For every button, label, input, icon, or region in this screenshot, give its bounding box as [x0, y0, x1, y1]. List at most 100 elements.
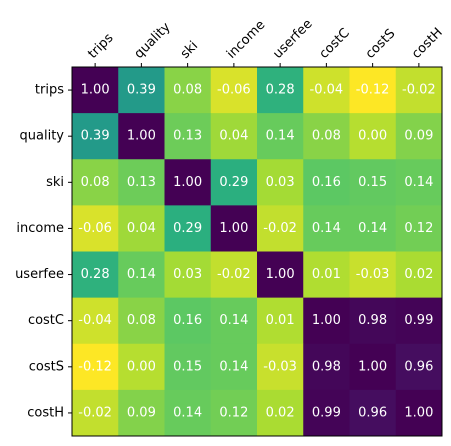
heatmap-cell-ski-costS [349, 159, 397, 206]
heatmap-cell-costC-trips [72, 297, 119, 345]
y-tick-label-costS: costS [29, 359, 64, 374]
plot-frame [71, 66, 443, 437]
heatmap-value-trips-trips: 1.00 [81, 83, 110, 98]
heatmap-value-costC-userfee: 0.01 [266, 313, 295, 328]
heatmap-value-userfee-quality: 0.14 [127, 267, 156, 282]
heatmap-cell-costH-userfee [257, 389, 304, 437]
heatmap-value-income-quality: 0.04 [127, 221, 156, 236]
heatmap-cell-costS-userfee [257, 343, 304, 391]
heatmap-cell-ski-costH [395, 159, 443, 206]
heatmap-value-quality-trips: 0.39 [81, 129, 110, 144]
heatmap-value-income-income: 1.00 [219, 221, 248, 236]
heatmap-value-userfee-userfee: 1.00 [266, 267, 295, 282]
heatmap-cell-trips-ski [164, 67, 212, 114]
heatmap-cell-costC-costS [349, 297, 397, 345]
heatmap-value-costS-ski: 0.15 [173, 359, 202, 374]
heatmap-cell-income-trips [72, 205, 119, 252]
heatmap-value-costH-costS: 0.96 [358, 405, 387, 420]
heatmap-cell-quality-income [210, 113, 258, 160]
heatmap-cell-costH-quality [118, 389, 165, 437]
heatmap-value-costC-costS: 0.98 [358, 313, 387, 328]
heatmap-value-userfee-costS: -0.03 [356, 267, 390, 282]
heatmap-value-trips-costH: -0.02 [402, 83, 436, 98]
heatmap-cell-costS-quality [118, 343, 165, 391]
heatmap-cell-userfee-costH [395, 251, 443, 299]
heatmap-cell-trips-costC [303, 67, 350, 114]
heatmap-value-income-costS: 0.14 [358, 221, 387, 236]
heatmap-value-income-ski: 0.29 [173, 221, 202, 236]
heatmap-value-ski-income: 0.29 [219, 175, 248, 190]
heatmap-cell-ski-quality [118, 159, 165, 206]
heatmap-value-costH-ski: 0.14 [173, 405, 202, 420]
heatmap-cell-income-income [210, 205, 258, 252]
heatmap-cell-costS-costH [395, 343, 443, 391]
heatmap-value-costS-userfee: -0.03 [263, 359, 297, 374]
heatmap-value-userfee-costC: 0.01 [312, 267, 341, 282]
heatmap-value-trips-ski: 0.08 [173, 83, 202, 98]
heatmap-value-costS-costC: 0.98 [312, 359, 341, 374]
heatmap-value-trips-costC: -0.04 [310, 83, 344, 98]
heatmap-value-income-costH: 0.12 [404, 221, 433, 236]
heatmap-value-costH-income: 0.12 [219, 405, 248, 420]
heatmap-cell-costC-quality [118, 297, 165, 345]
heatmap-cells [72, 67, 443, 437]
heatmap-cell-costH-trips [72, 389, 119, 437]
y-tick-label-ski: ski [46, 175, 64, 190]
heatmap-cell-costS-costC [303, 343, 350, 391]
y-tick-label-userfee: userfee [15, 267, 64, 282]
heatmap-cell-costH-costS [349, 389, 397, 437]
heatmap-value-costC-trips: -0.04 [78, 313, 112, 328]
heatmap-cell-costC-income [210, 297, 258, 345]
heatmap-cell-quality-costC [303, 113, 350, 160]
x-tick-label-income: income [224, 18, 268, 62]
heatmap-value-costH-costH: 1.00 [404, 405, 433, 420]
heatmap-value-income-userfee: -0.02 [263, 221, 297, 236]
heatmap-value-labels: 1.00 0.39 0.08 -0.06 0.28 -0.04 -0.12 -0.02 0.39… [78, 83, 435, 421]
heatmap-cell-income-costC [303, 205, 350, 252]
heatmap-cell-quality-costH [395, 113, 443, 160]
heatmap-cell-costH-costC [303, 389, 350, 437]
heatmap-cell-costS-ski [164, 343, 212, 391]
heatmap-value-costC-ski: 0.16 [173, 313, 202, 328]
heatmap-cell-quality-quality [118, 113, 165, 160]
heatmap-cell-quality-costS [349, 113, 397, 160]
heatmap-value-costS-costS: 1.00 [358, 359, 387, 374]
heatmap-cell-ski-userfee [257, 159, 304, 206]
y-tick-label-costC: costC [28, 313, 64, 328]
heatmap-cell-costH-ski [164, 389, 212, 437]
heatmap-cell-userfee-costC [303, 251, 350, 299]
heatmap-value-costS-quality: 0.00 [127, 359, 156, 374]
heatmap-value-trips-income: -0.06 [217, 83, 251, 98]
heatmap-value-quality-quality: 1.00 [127, 129, 156, 144]
y-tick-label-income: income [16, 221, 64, 236]
y-tick-label-trips: trips [35, 83, 64, 98]
heatmap-value-userfee-trips: 0.28 [81, 267, 110, 282]
heatmap-cell-ski-costC [303, 159, 350, 206]
heatmap-value-ski-userfee: 0.03 [266, 175, 295, 190]
heatmap-value-costS-costH: 0.96 [404, 359, 433, 374]
heatmap-value-costS-income: 0.14 [219, 359, 248, 374]
heatmap-value-costH-userfee: 0.02 [266, 405, 295, 420]
heatmap-cell-ski-trips [72, 159, 119, 206]
heatmap-cell-quality-trips [72, 113, 119, 160]
heatmap-value-costC-costH: 0.99 [404, 313, 433, 328]
heatmap-cell-income-costH [395, 205, 443, 252]
heatmap-value-costC-costC: 1.00 [312, 313, 341, 328]
y-tick-label-costH: costH [27, 405, 64, 420]
heatmap-cell-ski-ski [164, 159, 212, 206]
heatmap-cell-trips-trips [72, 67, 119, 114]
heatmap-cell-costH-costH [395, 389, 443, 437]
heatmap-cell-income-quality [118, 205, 165, 252]
heatmap-cell-costC-ski [164, 297, 212, 345]
heatmap-value-quality-userfee: 0.14 [266, 129, 295, 144]
x-tick-label-quality: quality [132, 20, 174, 62]
y-tick-label-quality: quality [20, 129, 65, 144]
heatmap-value-userfee-costH: 0.02 [404, 267, 433, 282]
heatmap-cell-userfee-trips [72, 251, 119, 299]
heatmap-value-costH-trips: -0.02 [78, 405, 112, 420]
heatmap-value-ski-costS: 0.15 [358, 175, 387, 190]
heatmap-value-ski-quality: 0.13 [127, 175, 156, 190]
heatmap-value-userfee-ski: 0.03 [173, 267, 202, 282]
heatmap-cell-costC-userfee [257, 297, 304, 345]
heatmap-value-quality-costS: 0.00 [358, 129, 387, 144]
